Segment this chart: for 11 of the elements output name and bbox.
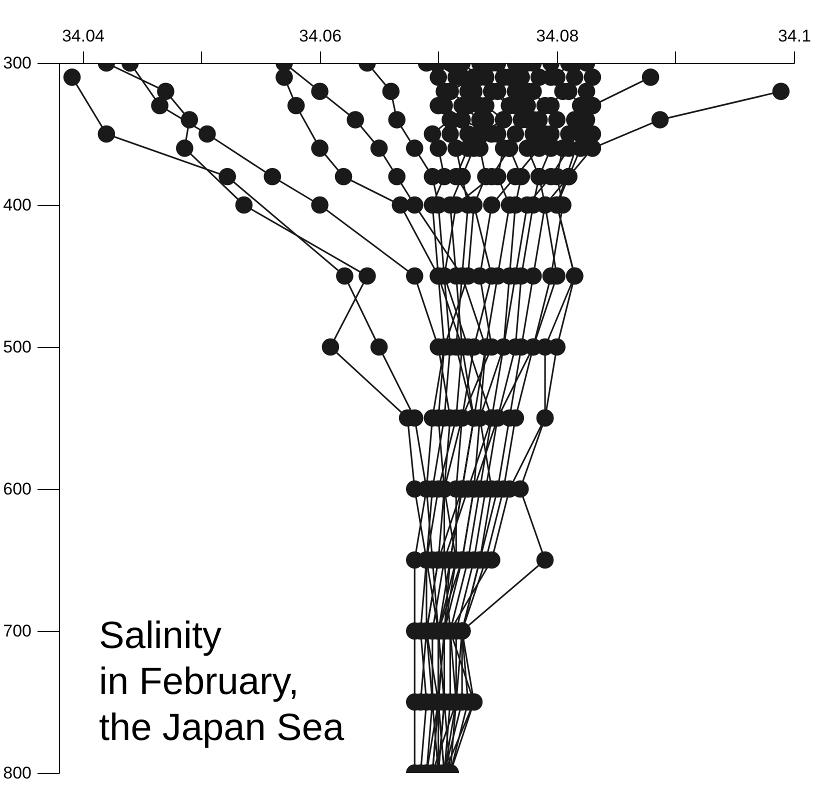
x-tick-label: 34.06 xyxy=(299,26,342,46)
x-tick-label: 34.1 xyxy=(778,26,812,46)
y-tick-label: 500 xyxy=(3,338,32,356)
x-tick-label: 34.04 xyxy=(62,26,104,46)
text: Salinity in February, the Japan Sea xyxy=(99,615,345,749)
y-tick-label: 300 xyxy=(3,54,32,72)
y-tick-label: 800 xyxy=(3,764,32,782)
x-tick-label: 34.08 xyxy=(536,26,579,46)
y-tick-label: 400 xyxy=(3,196,32,214)
y-tick-label: 700 xyxy=(3,622,32,640)
y-tick-label: 600 xyxy=(3,480,32,498)
